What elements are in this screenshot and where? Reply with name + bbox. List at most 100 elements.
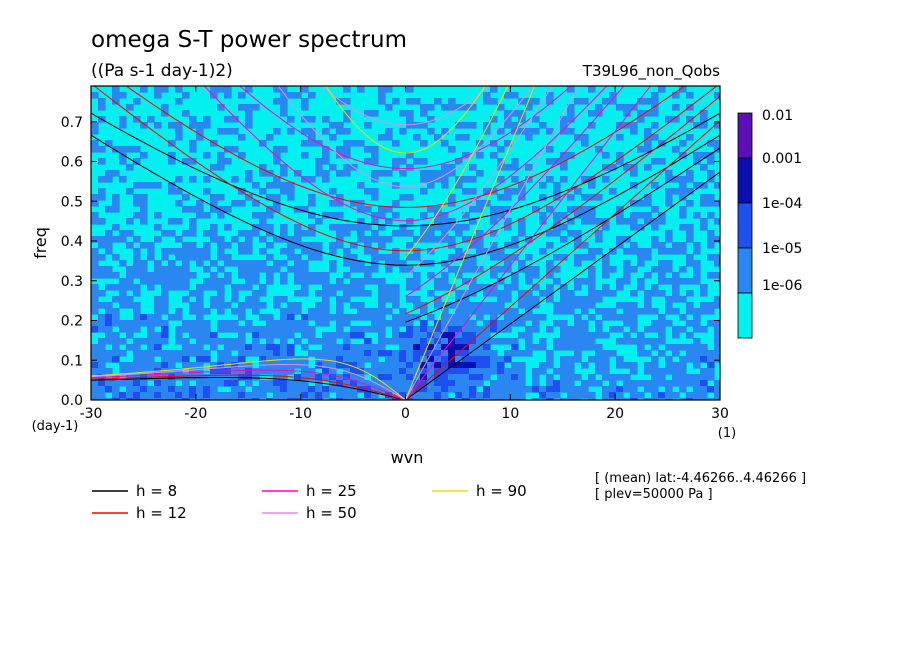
power-cell (609, 266, 617, 273)
power-cell (630, 338, 638, 345)
power-cell (602, 176, 610, 183)
power-cell (679, 368, 687, 375)
power-cell (686, 236, 694, 243)
power-cell (525, 326, 533, 333)
power-cell (693, 380, 701, 387)
power-cell (371, 170, 379, 177)
power-cell (133, 116, 141, 123)
power-cell (273, 86, 281, 93)
power-cell (329, 374, 337, 381)
power-cell (679, 152, 687, 159)
power-cell (651, 206, 659, 213)
power-cell (707, 272, 715, 279)
power-cell (427, 182, 435, 189)
power-cell (126, 344, 134, 351)
power-cell (364, 242, 372, 249)
power-cell (98, 326, 106, 333)
power-cell (245, 86, 253, 93)
power-cell (301, 398, 309, 400)
power-cell (189, 308, 197, 315)
power-cell (679, 278, 687, 285)
power-cell (427, 206, 435, 213)
power-cell (287, 242, 295, 249)
power-cell (105, 236, 113, 243)
power-cell (413, 362, 421, 369)
power-cell (238, 350, 246, 357)
power-cell (294, 386, 302, 393)
power-cell (217, 158, 225, 165)
power-cell (126, 242, 134, 249)
power-cell (273, 260, 281, 267)
power-cell (350, 326, 358, 333)
power-cell (161, 350, 169, 357)
power-cell (350, 278, 358, 285)
power-cell (518, 302, 526, 309)
power-cell (469, 290, 477, 297)
power-cell (532, 206, 540, 213)
power-cell (399, 344, 407, 351)
power-cell (420, 110, 428, 117)
power-cell (658, 338, 666, 345)
power-cell (413, 314, 421, 321)
power-cell (301, 332, 309, 339)
power-cell (147, 344, 155, 351)
power-cell (294, 236, 302, 243)
power-cell (525, 272, 533, 279)
power-cell (616, 242, 624, 249)
power-cell (168, 272, 176, 279)
power-cell (504, 218, 512, 225)
power-cell (301, 140, 309, 147)
power-cell (371, 194, 379, 201)
power-cell (413, 236, 421, 243)
power-cell (133, 290, 141, 297)
power-cell (707, 140, 715, 147)
power-cell (378, 206, 386, 213)
power-cell (112, 224, 120, 231)
power-cell (182, 374, 190, 381)
power-cell (511, 122, 519, 129)
power-cell (693, 266, 701, 273)
power-cell (112, 386, 120, 393)
power-cell (679, 374, 687, 381)
power-cell (539, 194, 547, 201)
power-cell (350, 140, 358, 147)
power-cell (182, 92, 190, 99)
power-cell (133, 254, 141, 261)
power-cell (700, 380, 708, 387)
power-cell (392, 380, 400, 387)
power-cell (294, 380, 302, 387)
power-cell (483, 188, 491, 195)
power-cell (525, 134, 533, 141)
power-cell (707, 200, 715, 207)
power-cell (525, 302, 533, 309)
power-cell (406, 398, 414, 400)
power-cell (238, 92, 246, 99)
power-cell (476, 338, 484, 345)
power-cell (700, 224, 708, 231)
power-cell (182, 356, 190, 363)
power-cell (98, 356, 106, 363)
power-cell (672, 104, 680, 111)
power-cell (217, 194, 225, 201)
power-cell (707, 320, 715, 327)
power-cell (294, 308, 302, 315)
power-cell (686, 116, 694, 123)
power-cell (637, 224, 645, 231)
power-cell (609, 92, 617, 99)
power-cell (98, 98, 106, 105)
power-cell (371, 356, 379, 363)
power-cell (245, 110, 253, 117)
power-cell (595, 332, 603, 339)
power-cell (98, 392, 106, 399)
power-cell (112, 284, 120, 291)
power-cell (392, 230, 400, 237)
power-cell (434, 344, 442, 351)
power-cell (350, 398, 358, 400)
power-cell (567, 338, 575, 345)
power-cell (161, 284, 169, 291)
power-cell (266, 314, 274, 321)
power-cell (581, 338, 589, 345)
power-cell (651, 242, 659, 249)
power-cell (679, 356, 687, 363)
dispersion-curve-ig1-h8 (91, 134, 720, 266)
